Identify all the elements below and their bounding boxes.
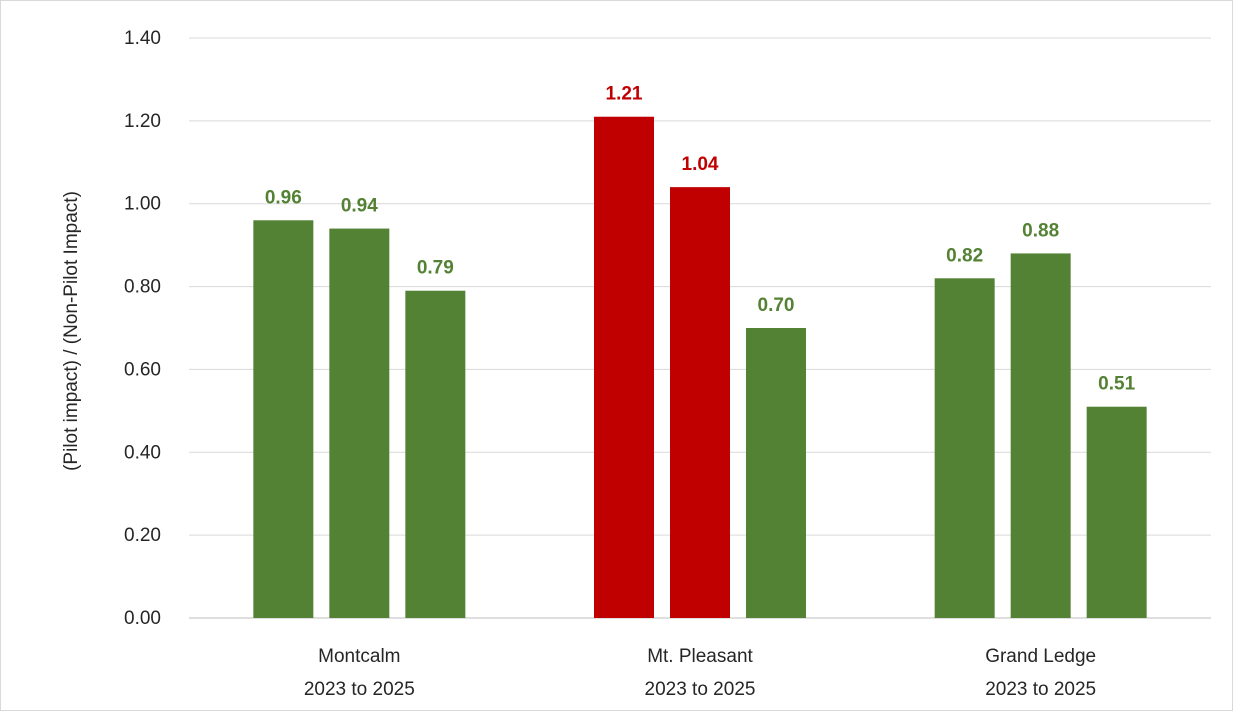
category-label: Mt. Pleasant xyxy=(647,646,753,667)
bar xyxy=(405,290,466,618)
y-axis-ticks: 0.00 0.20 0.40 0.60 0.80 1.00 1.20 1.40 xyxy=(124,28,161,629)
x-axis-categories: Montcalm 2023 to 2025 Mt. Pleasant 2023 to … xyxy=(304,646,1096,700)
data-label: 0.70 xyxy=(758,295,795,316)
y-tick-label: 0.80 xyxy=(124,277,161,298)
data-label: 0.82 xyxy=(946,245,983,266)
bar xyxy=(329,228,390,619)
category-period-label: 2023 to 2025 xyxy=(304,679,415,700)
data-label: 1.04 xyxy=(682,154,719,175)
category-label: Montcalm xyxy=(318,646,400,667)
data-labels: 0.96 0.94 0.79 1.21 1.04 0.70 0.82 0.88 0.51 xyxy=(265,84,1136,395)
y-tick-label: 1.00 xyxy=(124,194,161,215)
y-tick-label: 0.00 xyxy=(124,608,161,629)
y-axis-title: (Pilot impact) / (Non-Pilot Impact) xyxy=(61,191,82,471)
data-label: 0.79 xyxy=(417,258,454,279)
data-label: 1.21 xyxy=(606,84,643,105)
bar xyxy=(670,187,730,618)
bar xyxy=(594,116,654,618)
y-tick-label: 0.20 xyxy=(124,525,161,546)
bar xyxy=(746,328,806,618)
category-label: Grand Ledge xyxy=(985,646,1096,667)
bar xyxy=(253,220,314,619)
y-tick-label: 1.40 xyxy=(124,28,161,49)
y-tick-label: 0.60 xyxy=(124,359,161,380)
data-label: 0.94 xyxy=(341,196,378,217)
y-tick-label: 1.20 xyxy=(124,111,161,132)
bars xyxy=(253,116,1147,619)
data-label: 0.96 xyxy=(265,187,302,208)
category-period-label: 2023 to 2025 xyxy=(985,679,1096,700)
bar xyxy=(1010,253,1071,618)
category-period-label: 2023 to 2025 xyxy=(645,679,756,700)
bar xyxy=(1086,406,1147,618)
bar xyxy=(934,278,995,618)
y-tick-label: 0.40 xyxy=(124,442,161,463)
data-label: 0.88 xyxy=(1022,220,1059,241)
data-label: 0.51 xyxy=(1098,374,1135,395)
